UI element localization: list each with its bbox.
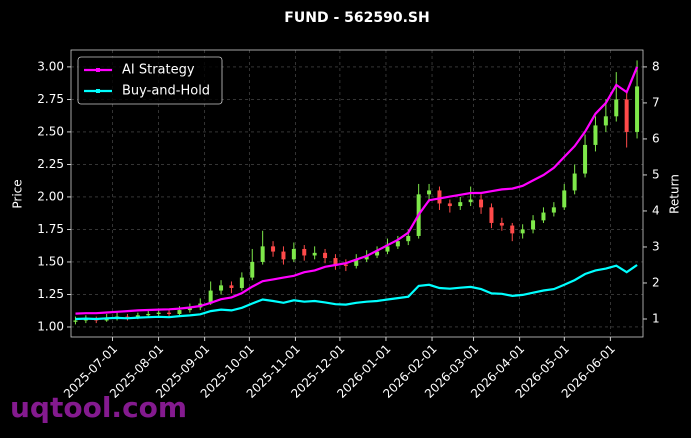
candle-body	[572, 173, 577, 191]
legend-box	[77, 56, 223, 105]
candle-body	[271, 246, 276, 252]
y-tick-label: 1.50	[37, 254, 64, 268]
candle-body	[177, 310, 182, 314]
candle-body	[260, 246, 265, 262]
candle-body	[551, 207, 556, 213]
candle-body	[520, 229, 525, 234]
y-axis-label: Price	[11, 179, 25, 208]
y-tick-label: 1.75	[37, 222, 64, 236]
candle-body	[510, 225, 515, 234]
y-tick-label: 1.25	[37, 287, 64, 301]
y2-tick-label: 1	[652, 311, 660, 325]
candle-body	[593, 125, 598, 145]
candle-body	[531, 220, 536, 230]
legend-marker	[96, 68, 100, 72]
candle-body	[167, 312, 172, 314]
y2-tick-label: 6	[652, 131, 660, 145]
legend-marker	[96, 89, 100, 93]
y-tick-label: 3.00	[37, 59, 64, 73]
y2-axis-label: Return	[668, 174, 682, 214]
y-tick-label: 2.00	[37, 189, 64, 203]
candle-body	[479, 199, 484, 208]
candle-body	[333, 258, 338, 265]
candle-body	[208, 290, 213, 304]
candle-body	[385, 246, 390, 252]
candle-body	[624, 99, 629, 132]
candle-body	[281, 251, 286, 260]
candle-body	[614, 99, 619, 117]
y-tick-label: 1.00	[37, 319, 64, 333]
candle-body	[395, 241, 400, 247]
candle-body	[364, 255, 369, 260]
candle-body	[229, 285, 234, 288]
candle-body	[635, 86, 640, 132]
candle-body	[146, 313, 151, 316]
candle-body	[343, 264, 348, 266]
candle-body	[302, 248, 307, 256]
y2-tick-label: 5	[652, 167, 660, 181]
candle-body	[219, 285, 224, 291]
y2-tick-label: 4	[652, 203, 660, 217]
plot-frame	[70, 49, 644, 338]
y-tick-label: 2.25	[37, 157, 64, 171]
candle-body	[499, 222, 504, 226]
return-line	[75, 66, 639, 315]
candle-body	[239, 277, 244, 288]
candle-body	[541, 212, 546, 221]
candle-body	[312, 252, 317, 256]
y2-tick-label: 7	[652, 95, 660, 109]
candle-body	[291, 248, 296, 260]
candle-body	[468, 199, 473, 203]
chart-title: FUND - 562590.SH	[284, 10, 429, 26]
y2-tick-label: 2	[652, 275, 660, 289]
candle-body	[354, 259, 359, 266]
y-tick-label: 2.75	[37, 92, 64, 106]
watermark: uqtool.com	[10, 391, 187, 424]
candle-body	[447, 203, 452, 207]
y-tick-label: 2.50	[37, 124, 64, 138]
y2-tick-label: 3	[652, 239, 660, 253]
y2-tick-label: 8	[652, 59, 660, 73]
candle-body	[156, 312, 161, 314]
legend-label: Buy-and-Hold	[122, 84, 210, 99]
candle-body	[437, 190, 442, 204]
candle-body	[562, 190, 567, 208]
candle-body	[458, 202, 463, 207]
candle-body	[250, 261, 255, 278]
legend-label: AI Strategy	[122, 63, 195, 78]
candle-body	[323, 252, 328, 259]
candle-body	[583, 144, 588, 174]
candle-body	[427, 190, 432, 195]
candle-body	[187, 307, 192, 311]
candle-body	[375, 251, 380, 256]
return-line	[75, 264, 638, 321]
candle-body	[73, 320, 78, 322]
candle-body	[489, 207, 494, 223]
candle-body	[83, 319, 88, 321]
candle-body	[406, 235, 411, 242]
candle-body	[603, 116, 608, 126]
